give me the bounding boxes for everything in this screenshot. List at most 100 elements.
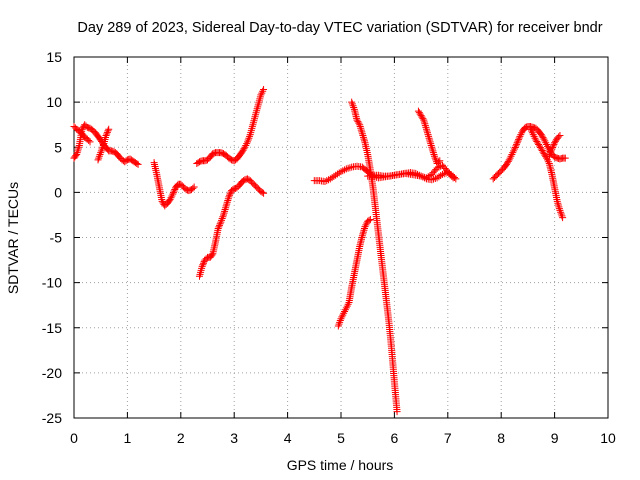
- data-point: [559, 214, 567, 222]
- data-point: [535, 141, 543, 149]
- data-point: [332, 171, 340, 179]
- data-point: [103, 130, 111, 138]
- data-point: [346, 164, 354, 172]
- data-point: [538, 147, 546, 155]
- data-point: [516, 132, 524, 140]
- data-point: [417, 112, 425, 120]
- data-point: [356, 121, 364, 129]
- x-tick-label: 5: [337, 430, 345, 446]
- data-point: [335, 320, 343, 328]
- data-point: [419, 173, 427, 181]
- data-point: [134, 160, 142, 168]
- data-point: [73, 149, 81, 157]
- data-point: [547, 147, 555, 155]
- data-point: [513, 140, 521, 148]
- data-point: [527, 127, 535, 135]
- data-point: [428, 143, 436, 151]
- data-point: [503, 160, 511, 168]
- data-point: [258, 89, 266, 97]
- data-point: [518, 129, 526, 137]
- series-arc5: [193, 85, 268, 167]
- data-point: [103, 128, 111, 136]
- data-point: [428, 176, 436, 184]
- data-point: [244, 138, 252, 146]
- data-point: [555, 205, 563, 213]
- data-point: [218, 215, 226, 223]
- y-tick-label: 15: [46, 49, 62, 65]
- data-point: [533, 138, 541, 146]
- data-point: [208, 251, 216, 259]
- data-point: [348, 100, 356, 108]
- data-point: [360, 226, 368, 234]
- data-point: [326, 175, 334, 183]
- data-point: [362, 221, 370, 229]
- data-point: [537, 145, 545, 153]
- data-point: [424, 129, 432, 137]
- data-point: [558, 212, 566, 220]
- data-point: [416, 110, 424, 118]
- x-tick-label: 2: [177, 430, 185, 446]
- data-point: [427, 141, 435, 149]
- data-point: [216, 220, 224, 228]
- data-point: [512, 142, 520, 150]
- x-tick-label: 10: [600, 430, 616, 446]
- data-point: [226, 191, 234, 199]
- data-point: [359, 132, 367, 140]
- data-point: [419, 115, 427, 123]
- data-point: [75, 143, 83, 151]
- data-point: [339, 311, 347, 319]
- data-point: [430, 152, 438, 160]
- data-point: [450, 173, 458, 181]
- data-point: [337, 168, 345, 176]
- data-point: [246, 132, 254, 140]
- data-point: [225, 193, 233, 201]
- data-point: [421, 120, 429, 128]
- data-point: [514, 137, 522, 145]
- series-arc2: [70, 122, 94, 146]
- data-point: [341, 306, 349, 314]
- data-point: [165, 197, 173, 205]
- data-point: [431, 154, 439, 162]
- data-point: [325, 176, 333, 184]
- data-point: [515, 136, 523, 144]
- data-point: [243, 140, 251, 148]
- data-point: [426, 136, 434, 144]
- y-tick-label: -10: [42, 275, 62, 291]
- data-point: [509, 149, 517, 157]
- data-point: [323, 177, 331, 185]
- data-point: [189, 184, 197, 192]
- data-point: [555, 203, 563, 211]
- data-point: [507, 152, 515, 160]
- data-marks: [70, 85, 569, 416]
- data-point: [426, 138, 434, 146]
- data-point: [434, 158, 442, 166]
- data-point: [97, 136, 105, 144]
- data-point: [431, 175, 439, 183]
- data-point: [543, 156, 551, 164]
- data-point: [515, 134, 523, 142]
- data-point: [222, 204, 230, 212]
- data-point: [224, 196, 232, 204]
- data-point: [424, 131, 432, 139]
- data-point: [360, 137, 368, 145]
- data-point: [356, 122, 364, 130]
- series-arc3: [94, 125, 113, 164]
- data-point: [553, 197, 561, 205]
- y-tick-label: -15: [42, 320, 62, 336]
- data-point: [546, 150, 554, 158]
- data-point: [214, 224, 222, 232]
- data-point: [538, 132, 546, 140]
- data-point: [505, 156, 513, 164]
- data-point: [422, 125, 430, 133]
- series-arc10: [364, 169, 460, 184]
- data-point: [541, 137, 549, 145]
- y-axis-label: SDTVAR / TECUs: [5, 182, 21, 294]
- data-point: [216, 221, 224, 229]
- x-tick-label: 9: [551, 430, 559, 446]
- data-point: [344, 300, 352, 308]
- data-point: [359, 133, 367, 141]
- data-point: [218, 216, 226, 224]
- data-point: [536, 144, 544, 152]
- data-point: [358, 128, 366, 136]
- y-tick-label: 0: [54, 184, 62, 200]
